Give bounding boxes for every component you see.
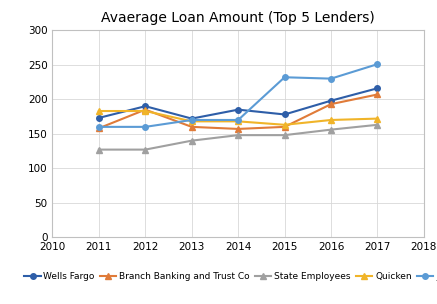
Branch Banking and Trust Co bbox=[375, 93, 380, 96]
JPM bbox=[328, 77, 333, 81]
Line: Branch Banking and Trust Co: Branch Banking and Trust Co bbox=[96, 92, 380, 132]
Line: JPM: JPM bbox=[96, 61, 380, 130]
Line: Quicken: Quicken bbox=[96, 108, 380, 128]
State Employees bbox=[328, 128, 333, 131]
Wells Fargo bbox=[328, 99, 333, 102]
State Employees bbox=[143, 148, 148, 151]
Title: Avaerage Loan Amount (Top 5 Lenders): Avaerage Loan Amount (Top 5 Lenders) bbox=[101, 11, 375, 25]
JPM bbox=[143, 125, 148, 129]
JPM bbox=[96, 125, 101, 129]
Branch Banking and Trust Co bbox=[143, 108, 148, 112]
Quicken bbox=[143, 109, 148, 113]
State Employees bbox=[96, 148, 101, 151]
Quicken bbox=[328, 118, 333, 122]
Branch Banking and Trust Co bbox=[96, 126, 101, 130]
State Employees bbox=[236, 133, 241, 137]
JPM bbox=[189, 118, 194, 122]
Wells Fargo bbox=[282, 113, 287, 116]
State Employees bbox=[189, 139, 194, 143]
Branch Banking and Trust Co bbox=[236, 127, 241, 131]
Quicken bbox=[236, 119, 241, 123]
Quicken bbox=[375, 117, 380, 120]
Line: Wells Fargo: Wells Fargo bbox=[96, 85, 380, 121]
Quicken bbox=[96, 109, 101, 113]
Wells Fargo bbox=[189, 117, 194, 120]
JPM bbox=[375, 62, 380, 66]
JPM bbox=[236, 118, 241, 122]
Wells Fargo bbox=[143, 104, 148, 108]
Quicken bbox=[282, 123, 287, 127]
Line: State Employees: State Employees bbox=[96, 122, 380, 152]
Quicken bbox=[189, 119, 194, 123]
Branch Banking and Trust Co bbox=[282, 125, 287, 129]
JPM bbox=[282, 75, 287, 79]
State Employees bbox=[375, 123, 380, 127]
Wells Fargo bbox=[96, 116, 101, 120]
Branch Banking and Trust Co bbox=[189, 125, 194, 129]
State Employees bbox=[282, 133, 287, 137]
Legend: Wells Fargo, Branch Banking and Trust Co, State Employees, Quicken, JPM: Wells Fargo, Branch Banking and Trust Co… bbox=[21, 268, 437, 284]
Branch Banking and Trust Co bbox=[328, 102, 333, 106]
Wells Fargo bbox=[236, 108, 241, 112]
Wells Fargo bbox=[375, 86, 380, 90]
